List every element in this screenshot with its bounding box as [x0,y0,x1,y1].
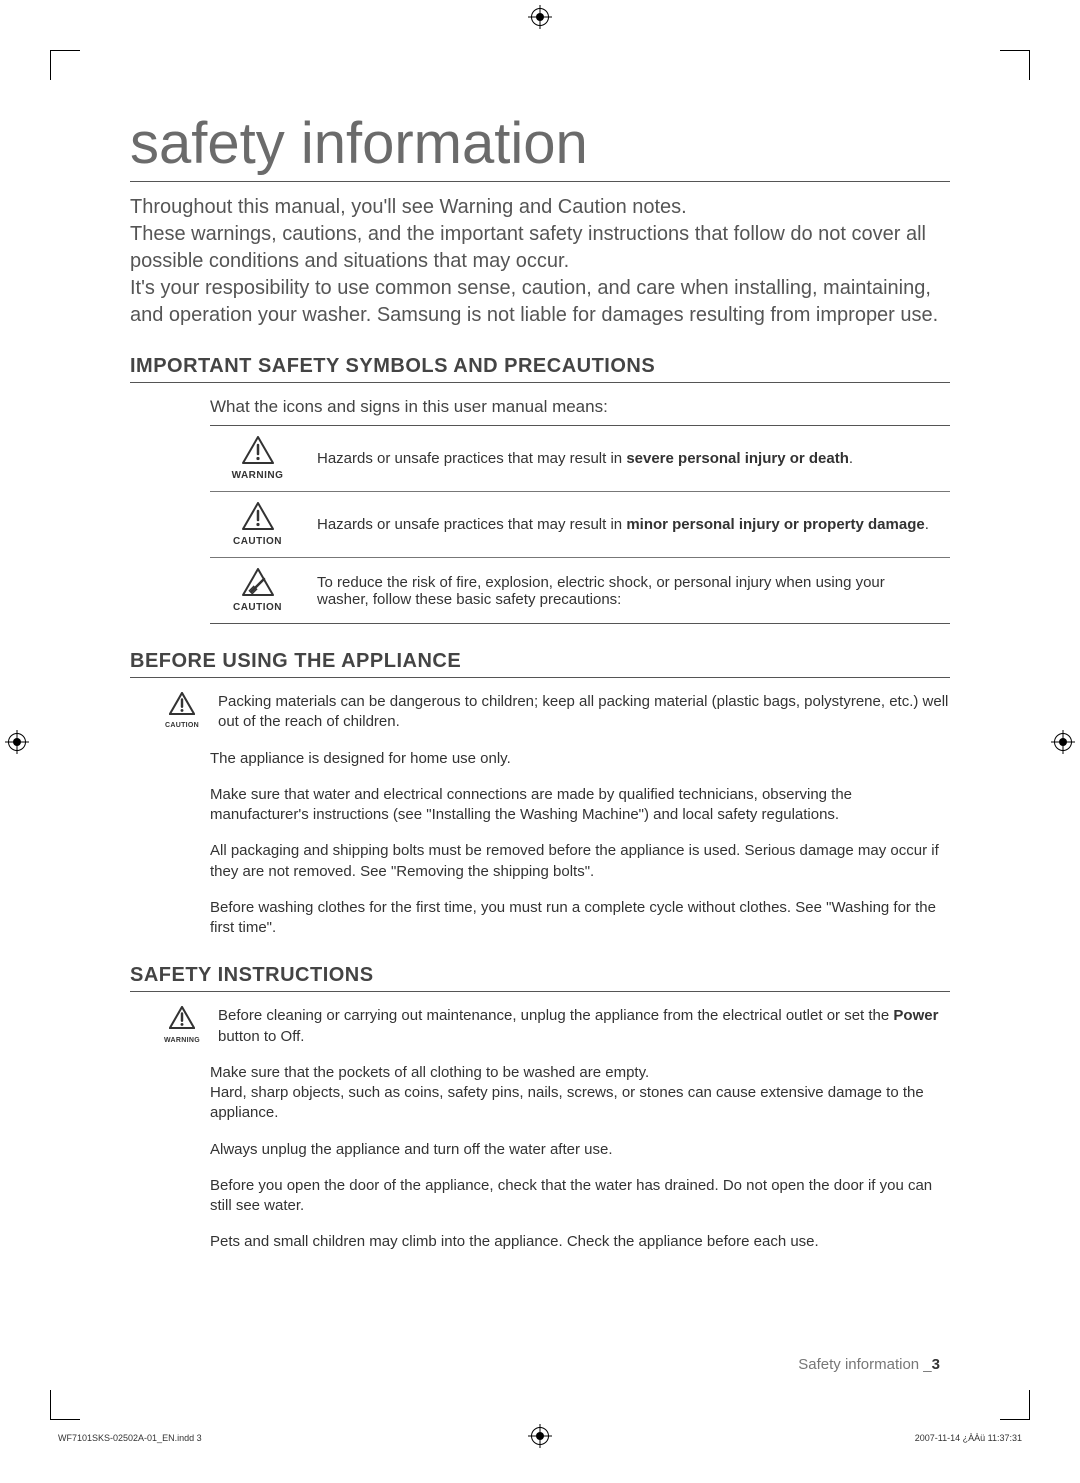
body-paragraph: Make sure that water and electrical conn… [210,785,950,826]
symbol-label: WARNING [222,470,293,481]
lead-text: Packing materials can be dangerous to ch… [218,692,950,733]
section-subhead: What the icons and signs in this user ma… [210,397,950,417]
warning-triangle-icon [242,436,274,468]
symbol-cell: WARNING [210,426,305,492]
no-disassemble-triangle-icon [242,568,274,600]
symbol-cell: CAUTION [210,492,305,558]
page-title: safety information [130,110,950,182]
table-row: WARNING Hazards or unsafe practices that… [210,426,950,492]
registration-mark [8,733,26,751]
before-use-body: The appliance is designed for home use o… [210,749,950,939]
intro-paragraph: Throughout this manual, you'll see Warni… [130,194,950,221]
registration-mark [531,8,549,26]
crop-mark [50,50,80,80]
manual-page: safety information Throughout this manua… [0,0,1080,1483]
lead-warning-row: WARNING Before cleaning or carrying out … [210,1006,950,1047]
crop-mark [1000,1390,1030,1420]
body-paragraph: Before washing clothes for the first tim… [210,898,950,939]
caution-icon: CAUTION [162,692,202,731]
symbol-description: Hazards or unsafe practices that may res… [305,426,950,492]
symbol-label: CAUTION [222,536,293,547]
lead-warning-row: CAUTION Packing materials can be dangero… [210,692,950,733]
lead-text: Before cleaning or carrying out maintena… [218,1006,950,1047]
caution-triangle-icon [242,502,274,534]
body-paragraph: Pets and small children may climb into t… [210,1232,950,1252]
body-paragraph: Before you open the door of the applianc… [210,1176,950,1217]
registration-mark [1054,733,1072,751]
symbol-cell: CAUTION [210,558,305,624]
intro-block: Throughout this manual, you'll see Warni… [130,194,950,329]
section-heading-safety: SAFETY INSTRUCTIONS [130,964,950,992]
print-meta-line: WF7101SKS-02502A-01_EN.indd 3 2007-11-14… [58,1433,1022,1443]
crop-mark [50,1390,80,1420]
safety-body: Make sure that the pockets of all clothi… [210,1063,950,1253]
symbol-description: To reduce the risk of fire, explosion, e… [305,558,950,624]
body-paragraph: The appliance is designed for home use o… [210,749,950,769]
warning-icon: WARNING [162,1006,202,1045]
intro-paragraph: It's your resposibility to use common se… [130,275,950,329]
body-paragraph: All packaging and shipping bolts must be… [210,841,950,882]
body-paragraph: Always unplug the appliance and turn off… [210,1140,950,1160]
table-row: CAUTION Hazards or unsafe practices that… [210,492,950,558]
crop-mark [1000,50,1030,80]
section-heading-before-use: BEFORE USING THE APPLIANCE [130,650,950,678]
print-timestamp: 2007-11-14 ¿ÀÀü 11:37:31 [915,1433,1022,1443]
symbol-label: CAUTION [222,602,293,613]
symbols-table: WARNING Hazards or unsafe practices that… [210,425,950,624]
section-heading-symbols: IMPORTANT SAFETY SYMBOLS AND PRECAUTIONS [130,355,950,383]
intro-paragraph: These warnings, cautions, and the import… [130,221,950,275]
page-footer: Safety information _3 [798,1356,940,1373]
table-row: CAUTION To reduce the risk of fire, expl… [210,558,950,624]
print-file-name: WF7101SKS-02502A-01_EN.indd 3 [58,1433,202,1443]
body-paragraph: Make sure that the pockets of all clothi… [210,1063,950,1124]
symbol-description: Hazards or unsafe practices that may res… [305,492,950,558]
